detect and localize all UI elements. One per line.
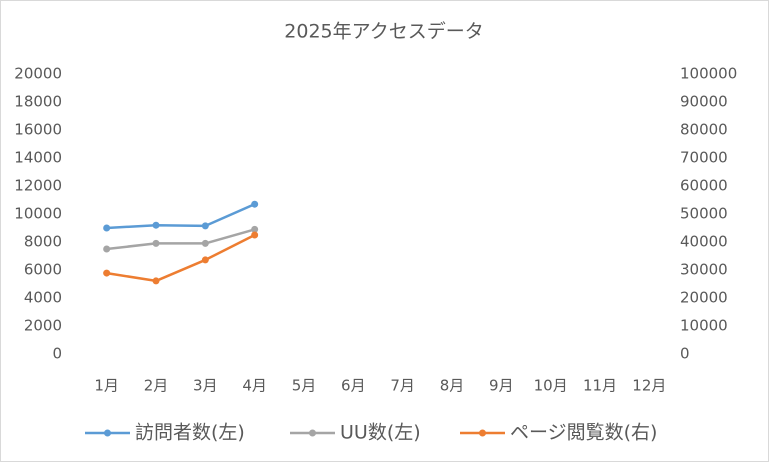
x-tick-label: 5月: [292, 377, 317, 395]
point: [251, 200, 259, 208]
legend-label: ページ閲覧数(右): [510, 422, 657, 444]
y2-tick-label: 20000: [680, 289, 728, 307]
legend-label: UU数(左): [340, 422, 421, 444]
series-line: [106, 228, 256, 251]
y2-tick-label: 30000: [680, 261, 728, 279]
y-tick-label: 20000: [14, 65, 62, 83]
x-tick-label: 11月: [583, 377, 617, 395]
legend-marker: [309, 429, 316, 437]
y-tick-label: 16000: [14, 121, 62, 139]
series-line: [106, 203, 256, 230]
x-tick-label: 8月: [440, 377, 465, 395]
point: [152, 221, 160, 229]
x-tick-label: 7月: [390, 377, 415, 395]
x-tick-label: 12月: [632, 377, 666, 395]
point: [201, 222, 209, 230]
point: [201, 256, 209, 264]
y2-tick-label: 10000: [680, 317, 728, 335]
y2-tick-label: 70000: [680, 149, 728, 167]
y-tick-label: 10000: [14, 205, 62, 223]
y-tick-label: 2000: [24, 317, 62, 335]
point: [251, 231, 259, 239]
y-tick-label: 14000: [14, 149, 62, 167]
y2-tick-label: 80000: [680, 121, 728, 139]
y-tick-label: 0: [52, 345, 62, 363]
point: [103, 224, 111, 232]
series-line: [106, 233, 256, 283]
y2-tick-label: 50000: [680, 205, 728, 223]
x-tick-label: 3月: [193, 377, 218, 395]
legend-marker: [479, 429, 486, 437]
point: [152, 277, 160, 285]
x-tick-label: 2月: [144, 377, 169, 395]
y-tick-label: 18000: [14, 93, 62, 111]
point: [251, 225, 259, 233]
point: [152, 239, 160, 247]
point: [201, 239, 209, 247]
y-tick-label: 8000: [24, 233, 62, 251]
x-tick-label: 1月: [94, 377, 119, 395]
x-tick-label: 9月: [489, 377, 514, 395]
y2-tick-label: 40000: [680, 233, 728, 251]
point: [103, 245, 111, 253]
legend-label: 訪問者数(左): [135, 422, 245, 444]
legend-marker: [104, 429, 111, 437]
y-tick-label: 6000: [24, 261, 62, 279]
x-tick-label: 6月: [341, 377, 366, 395]
y2-tick-label: 60000: [680, 177, 728, 195]
y2-tick-label: 0: [680, 345, 690, 363]
y2-tick-label: 90000: [680, 93, 728, 111]
y-tick-label: 4000: [24, 289, 62, 307]
y2-tick-label: 100000: [680, 65, 737, 83]
point: [103, 269, 111, 277]
x-tick-label: 10月: [534, 377, 568, 395]
x-tick-label: 4月: [242, 377, 267, 395]
chart-title: 2025年アクセスデータ: [284, 21, 483, 43]
y-tick-label: 12000: [14, 177, 62, 195]
